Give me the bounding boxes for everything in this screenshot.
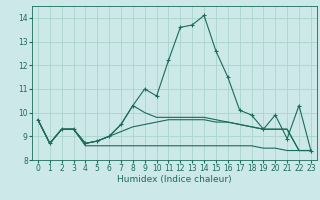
X-axis label: Humidex (Indice chaleur): Humidex (Indice chaleur) bbox=[117, 175, 232, 184]
